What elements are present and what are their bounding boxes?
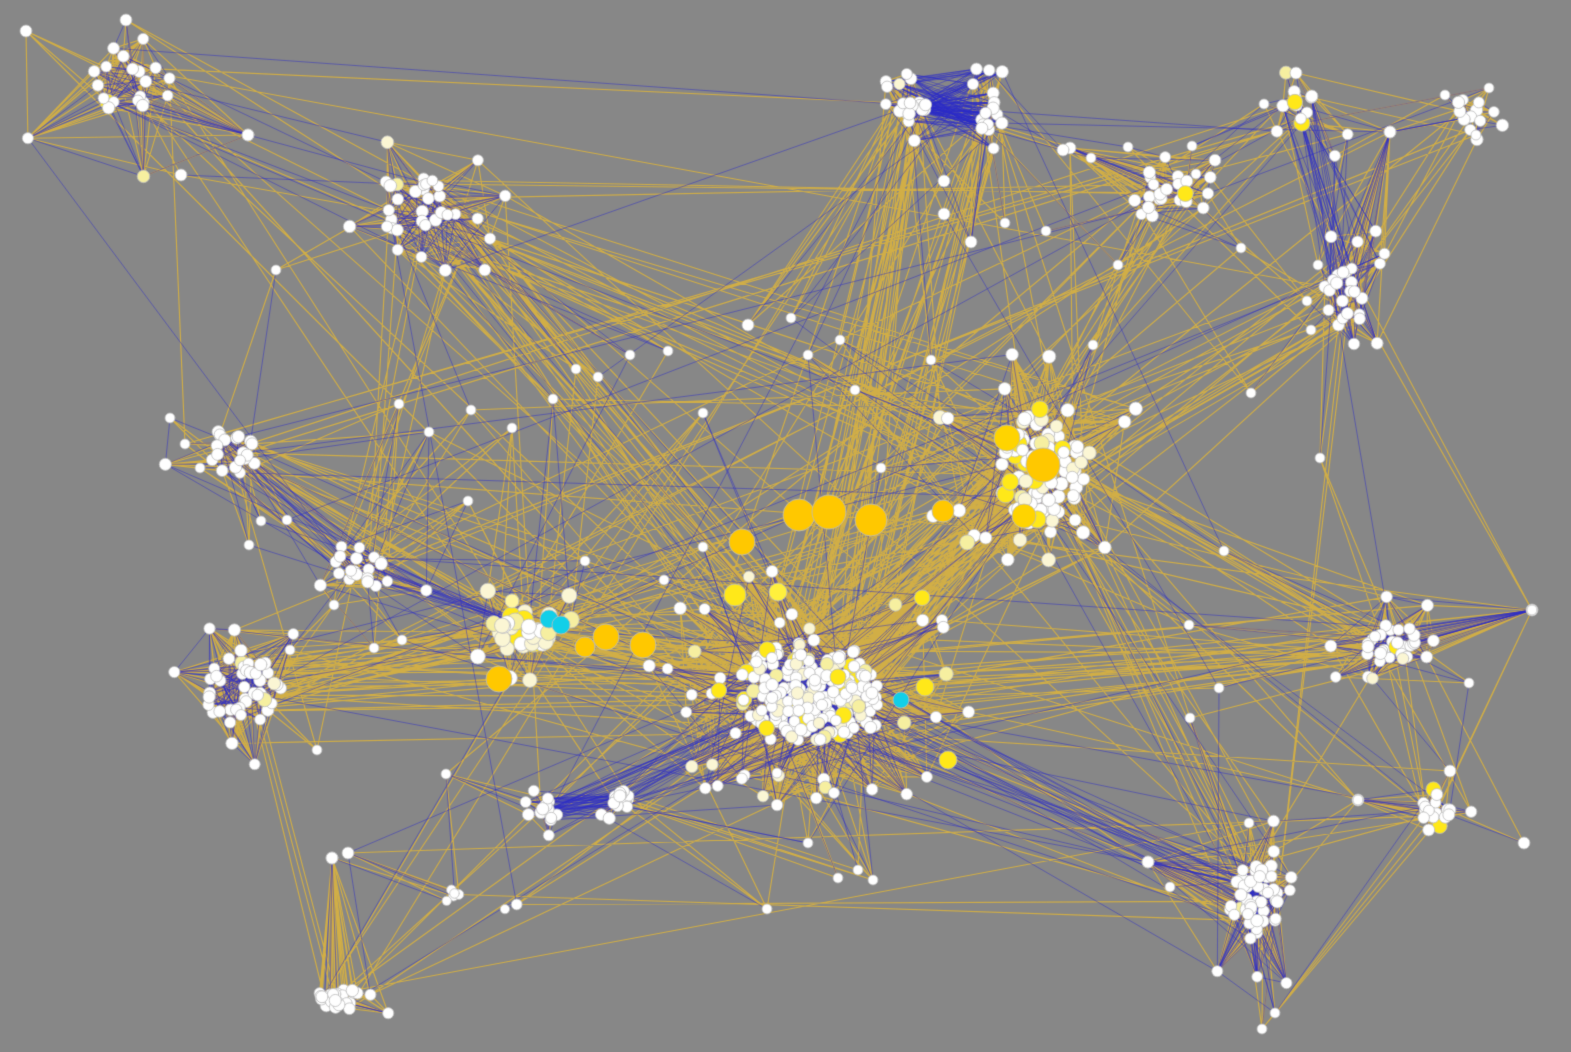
graph-visualization-stage [0,0,1571,1052]
network-graph-canvas[interactable] [0,0,1571,1052]
